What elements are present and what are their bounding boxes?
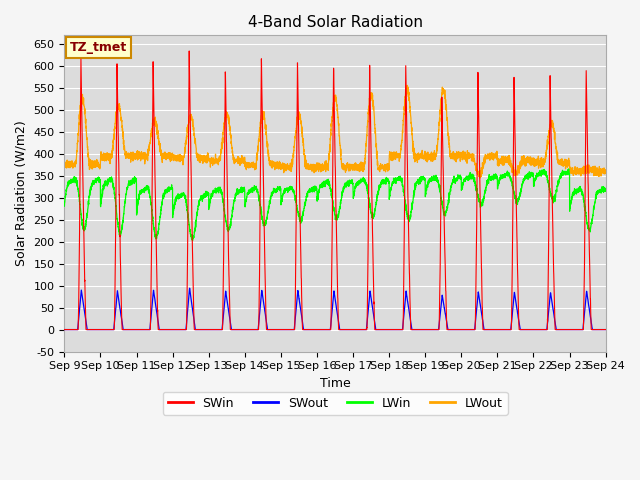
LWout <box>476 175 484 181</box>
LWin <box>602 186 609 192</box>
LWin <box>158 203 166 208</box>
Text: TZ_tmet: TZ_tmet <box>70 41 127 54</box>
Line: LWout: LWout <box>65 85 605 178</box>
LWout <box>602 170 609 176</box>
LWout <box>315 168 323 174</box>
SWout <box>487 327 495 333</box>
LWin <box>189 238 196 243</box>
LWin <box>456 176 464 181</box>
LWout <box>158 153 166 159</box>
Line: SWin: SWin <box>65 51 605 330</box>
LWin <box>602 186 609 192</box>
SWout <box>456 327 464 333</box>
LWin <box>61 204 68 209</box>
SWout <box>61 327 68 333</box>
LWin <box>426 175 434 181</box>
Line: SWout: SWout <box>65 288 605 330</box>
SWout <box>601 327 609 333</box>
LWout <box>61 160 68 166</box>
Title: 4-Band Solar Radiation: 4-Band Solar Radiation <box>248 15 422 30</box>
LWout <box>403 83 411 88</box>
SWin <box>456 327 464 333</box>
LWout <box>426 155 434 161</box>
LWout <box>456 158 464 164</box>
LWin <box>315 187 323 193</box>
Y-axis label: Solar Radiation (W/m2): Solar Radiation (W/m2) <box>15 120 28 266</box>
SWin <box>601 327 609 333</box>
SWin <box>426 327 434 333</box>
SWout <box>186 285 193 291</box>
SWin <box>61 327 68 333</box>
SWin <box>186 48 193 54</box>
Legend: SWin, SWout, LWin, LWout: SWin, SWout, LWin, LWout <box>163 392 508 415</box>
SWout <box>602 327 609 333</box>
SWin <box>158 327 166 333</box>
LWin <box>565 166 573 172</box>
LWout <box>602 170 609 176</box>
Line: LWin: LWin <box>65 169 605 240</box>
SWin <box>487 327 495 333</box>
SWout <box>426 327 434 333</box>
SWout <box>315 327 323 333</box>
LWout <box>487 155 495 161</box>
SWin <box>315 327 323 333</box>
SWin <box>602 327 609 333</box>
SWout <box>158 327 166 333</box>
LWin <box>487 175 495 180</box>
X-axis label: Time: Time <box>319 377 350 390</box>
